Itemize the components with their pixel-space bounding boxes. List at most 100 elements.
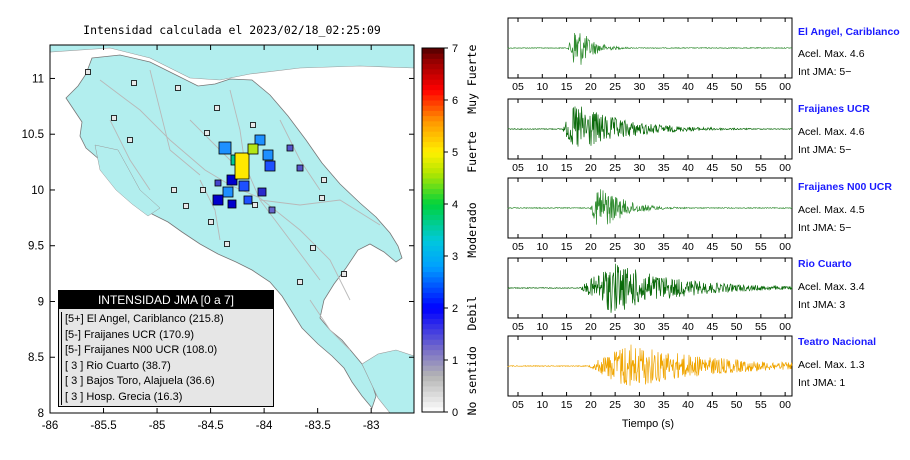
station-marker: [214, 105, 220, 111]
colorbar-cell: [422, 365, 444, 371]
time-tick-label: 30: [634, 81, 646, 93]
x-tick-label: -83.5: [305, 420, 331, 432]
time-tick-label: 50: [731, 162, 743, 174]
colorbar-cell: [422, 214, 444, 221]
station-marker: [204, 130, 210, 136]
colorbar-cell: [422, 126, 444, 132]
time-tick-label: 55: [755, 241, 767, 253]
time-tick-label: 25: [609, 321, 621, 333]
colorbar-cell: [422, 370, 444, 377]
time-tick-label: 20: [585, 399, 597, 411]
intensity-legend: INTENSIDAD JMA [0 a 7] [5+] El Angel, Ca…: [58, 290, 274, 407]
colorbar-tick-label: 4: [452, 199, 458, 211]
station-marker: [226, 174, 238, 186]
station-name: Rio Cuarto: [798, 258, 852, 270]
station-marker: [222, 186, 234, 198]
y-tick-label: 9.5: [28, 241, 44, 253]
station-marker: [200, 187, 206, 193]
nicoya-peninsula: [94, 144, 161, 217]
station-marker: [212, 194, 224, 206]
station-name: Fraijanes N00 UCR: [798, 181, 892, 193]
colorbar-cell: [422, 110, 444, 117]
station-acel: Acel. Max. 4.6: [798, 126, 865, 138]
colorbar-cell: [422, 287, 444, 293]
time-tick-label: 55: [755, 81, 767, 93]
x-tick-label: -84: [256, 420, 273, 432]
station-marker: [243, 195, 253, 205]
y-tick-label: 10.5: [22, 129, 44, 141]
colorbar-cell: [422, 292, 444, 299]
intensity-label: Fuerte: [465, 131, 479, 173]
map-y-axis: 11 10.5 10 9.5 9 8.5 8: [22, 73, 414, 420]
road-line: [259, 199, 381, 226]
time-tick-label: 15: [561, 399, 573, 411]
seismogram-trace: [507, 32, 792, 65]
map-frame: [49, 44, 415, 414]
time-tick-label: 40: [682, 162, 694, 174]
time-tick-label: 50: [731, 81, 743, 93]
colorbar-cell: [422, 89, 444, 96]
station-name: Teatro Nacional: [798, 336, 876, 348]
colorbar-cell: [422, 58, 444, 65]
colorbar-cell: [422, 276, 444, 283]
seismogram-panels: 05 10 15 20 25 30 35 40 45 50 55 00 05 10 15 20 25 30 35 40…: [507, 17, 793, 411]
colorbar-cell: [422, 297, 444, 304]
time-tick-label: 55: [755, 399, 767, 411]
time-tick-label: 10: [536, 241, 548, 253]
station-acel: Acel. Max. 1.3: [798, 359, 865, 371]
time-tick-label: 05: [512, 241, 524, 253]
time-tick-label: 10: [536, 399, 548, 411]
time-tick-label: 30: [634, 321, 646, 333]
colorbar-cell: [422, 282, 444, 288]
colorbar-cell: [422, 84, 444, 91]
x-tick-label: -83: [363, 420, 380, 432]
colorbar-cell: [422, 74, 444, 80]
station-marker: [175, 85, 181, 91]
y-tick-label: 11: [32, 73, 44, 85]
colorbar-cell: [422, 344, 444, 351]
time-tick-label: 35: [658, 241, 670, 253]
time-tick-label: 50: [731, 241, 743, 253]
colorbar-cell: [422, 313, 444, 319]
colorbar-cell: [422, 308, 444, 314]
time-tick-label: 25: [609, 399, 621, 411]
time-tick-label: 40: [682, 241, 694, 253]
colorbar-cell: [422, 224, 444, 231]
time-tick-label: 55: [755, 321, 767, 333]
colorbar-cell: [422, 136, 444, 143]
time-tick-label: 25: [609, 81, 621, 93]
colorbar-cell: [422, 193, 444, 200]
colorbar-cell: [422, 334, 444, 340]
colorbar-cell: [422, 271, 444, 278]
seismogram-panel: 05 10 15 20 25 30 35 40 45 50 55 00: [507, 98, 793, 174]
seismogram-panel: 05 10 15 20 25 30 35 40 45 50 55 00: [507, 17, 793, 93]
colorbar-cell: [422, 105, 444, 111]
station-marker: [310, 245, 316, 251]
colorbar-tick-label: 6: [452, 95, 458, 107]
station-marker: [254, 134, 266, 146]
colorbar-cell: [422, 152, 444, 158]
colorbar-cell: [422, 172, 444, 179]
time-tick-label: 00: [779, 81, 791, 93]
time-tick-label: 40: [682, 399, 694, 411]
road-line: [279, 119, 321, 191]
seismogram-trace: [507, 189, 793, 225]
station-acel: Acel. Max. 4.5: [798, 204, 865, 216]
y-tick-label: 8.5: [28, 352, 44, 364]
colorbar-cell: [422, 178, 444, 184]
x-tick-label: -85: [149, 420, 166, 432]
station-marker: [218, 141, 232, 155]
station-marker: [127, 137, 133, 143]
time-tick-label: 05: [512, 399, 524, 411]
road-line: [309, 299, 351, 351]
colorbar-cell: [422, 328, 444, 335]
seismogram-trace: [507, 106, 793, 147]
legend-entry: [5+] El Angel, Cariblanco (215.8): [61, 312, 267, 328]
station-marker: [224, 241, 230, 247]
time-tick-label: 45: [706, 399, 718, 411]
time-tick-label: 15: [561, 321, 573, 333]
time-tick-label: 55: [755, 162, 767, 174]
time-tick-label: 05: [512, 321, 524, 333]
colorbar-cell: [422, 115, 444, 122]
seismogram-trace: [507, 344, 793, 386]
